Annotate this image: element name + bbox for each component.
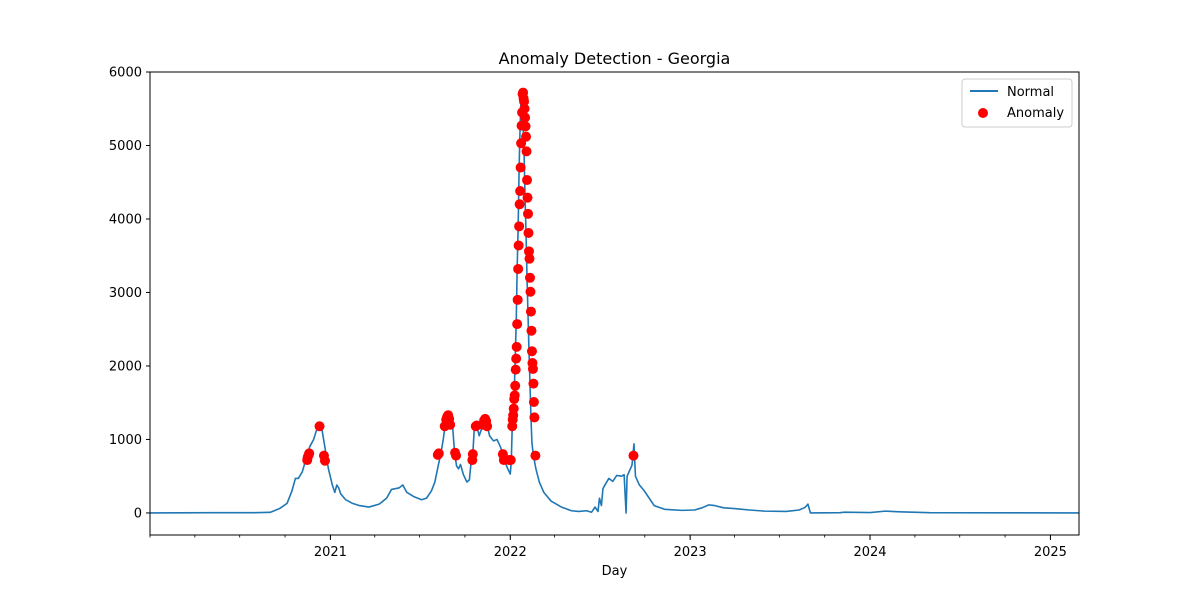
anomaly-point [314,421,325,432]
anomaly-point [433,448,444,459]
anomaly-point [526,325,537,336]
anomaly-point [514,221,525,232]
anomaly-point [511,341,522,352]
anomaly-point [514,199,525,210]
anomaly-point [515,186,526,197]
y-tick-label: 0 [134,506,142,521]
anomaly-point [528,378,539,389]
anomaly-point [515,162,526,173]
plot-area [149,87,1080,514]
anomaly-point [520,121,531,132]
legend-normal-label: Normal [1007,85,1054,100]
legend: Normal Anomaly [961,78,1073,128]
anomaly-point [508,403,519,414]
x-tick-label: 2024 [853,545,886,560]
x-axis-title: Day [602,564,628,579]
anomaly-point [505,455,516,466]
y-tick-label: 5000 [109,139,142,154]
chart-title: Anomaly Detection - Georgia [499,49,731,68]
x-tick-label: 2025 [1034,545,1067,560]
anomaly-point [510,364,521,375]
y-axis: 0 1000 2000 3000 4000 5000 6000 [109,66,150,521]
anomaly-point [467,449,478,460]
y-tick-label: 3000 [109,286,142,301]
x-tick-label: 2022 [494,545,527,560]
y-tick-label: 4000 [109,212,142,227]
anomaly-point [628,450,639,461]
series-points-anomaly [302,87,639,466]
anomaly-point [522,192,533,203]
x-tick-label: 2023 [674,545,707,560]
anomaly-point [510,380,521,391]
anomaly-point [521,146,532,157]
anomaly-point [519,96,530,107]
anomaly-point [524,253,535,264]
anomaly-point [482,421,493,432]
anomaly-point [513,263,524,274]
anomaly-point [527,363,538,374]
anomaly-point [529,412,540,423]
anomaly-point [521,131,532,142]
plot-frame [149,71,1080,536]
anomaly-point [528,396,539,407]
anomaly-point [530,450,541,461]
anomaly-point [512,319,523,330]
anomaly-point [520,112,531,123]
y-tick-label: 1000 [109,433,142,448]
anomaly-point [522,175,533,186]
legend-anomaly-swatch [978,108,988,118]
legend-anomaly-label: Anomaly [1007,106,1064,121]
y-tick-label: 6000 [109,66,142,81]
anomaly-point [511,353,522,364]
anomaly-point [523,246,534,257]
anomaly-point [525,306,536,317]
anomaly-point [319,455,330,466]
anomaly-point [524,272,535,283]
anomaly-point [525,286,536,297]
x-tick-label: 2021 [314,545,347,560]
anomaly-point [523,227,534,238]
anomaly-point [523,208,534,219]
anomaly-point [513,240,524,251]
anomaly-point [526,346,537,357]
x-axis: 2021 2022 2023 2024 2025 [149,535,1067,560]
anomaly-point [304,448,315,459]
anomaly-point [512,294,523,305]
anomaly-point [445,419,456,430]
y-tick-label: 2000 [109,359,142,374]
anomaly-point [451,450,462,461]
anomaly-point [509,390,520,401]
anomaly-point [519,103,530,114]
